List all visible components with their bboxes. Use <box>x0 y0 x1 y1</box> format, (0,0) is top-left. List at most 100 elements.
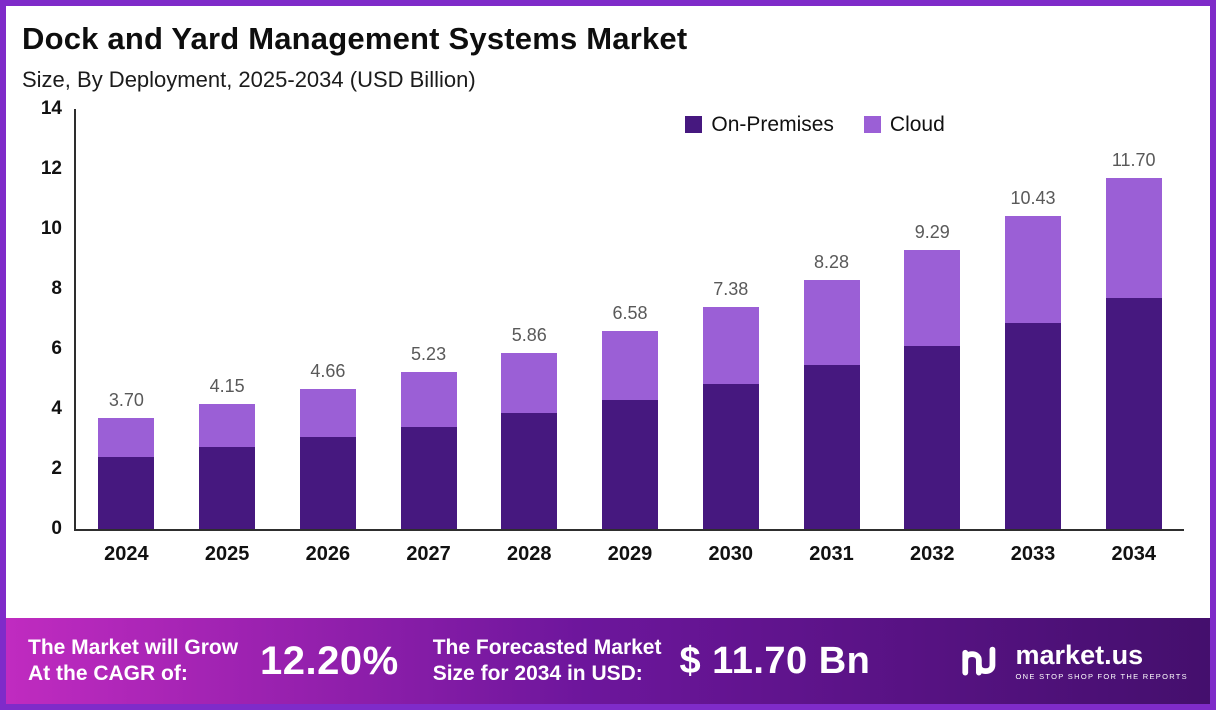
x-axis: 2024 2025 2026 2027 2028 2029 2030 2031 2032 2033… <box>76 531 1184 566</box>
bar-segment-on-premises <box>199 447 256 529</box>
forecast-value: $ 11.70 Bn <box>679 639 871 682</box>
bar-value-label: 10.43 <box>1010 187 1056 208</box>
y-axis-tick-label: 10 <box>40 217 62 239</box>
bar-segment-cloud <box>602 331 659 401</box>
bar-value-label: 5.23 <box>411 343 447 364</box>
cagr-label-line2: At the CAGR of: <box>28 662 188 685</box>
market-us-logo-icon <box>959 640 1005 683</box>
bar-stack <box>1105 177 1162 529</box>
bar-stack <box>98 417 155 529</box>
y-axis-tick-label: 14 <box>40 97 62 119</box>
bar-segment-on-premises <box>1004 322 1061 529</box>
brand-name: market.us <box>1015 639 1144 670</box>
bar-column-2033: 10.43 <box>983 188 1084 529</box>
legend-label: Cloud <box>889 112 945 136</box>
bar-segment-on-premises <box>904 346 961 529</box>
bar-column-2029: 6.58 <box>580 303 681 529</box>
bar-stack <box>199 404 256 529</box>
bar-segment-on-premises <box>702 384 759 529</box>
forecast-label-line1: The Forecasted Market <box>432 636 662 660</box>
y-axis-tick-label: 12 <box>40 157 62 179</box>
x-axis-label: 2026 <box>305 542 351 565</box>
forecast-label: The Forecasted Market Size for 2034 in U… <box>433 635 662 686</box>
bar-stack <box>702 307 759 529</box>
bar-stack <box>501 352 558 529</box>
bar-segment-on-premises <box>602 400 659 529</box>
brand-text: market.us ONE STOP SHOP FOR THE REPORTS <box>1015 639 1188 681</box>
bar-segment-on-premises <box>803 365 860 529</box>
legend-item: Cloud <box>863 112 945 137</box>
bar-stack <box>602 331 659 529</box>
bar-stack <box>400 371 457 529</box>
x-axis-label: 2024 <box>104 542 149 565</box>
bar-column-2030: 7.38 <box>680 279 781 529</box>
y-axis-tick-label: 8 <box>51 277 62 299</box>
bar-value-label: 11.70 <box>1111 149 1156 170</box>
x-axis-label: 2031 <box>809 542 854 565</box>
bars-container: 3.70 4.15 4.66 5.23 5.86 6.58 7.38 8.28 9.29 10.4… <box>76 109 1184 529</box>
bar-segment-cloud <box>98 417 155 457</box>
cagr-label-line1: The Market will Grow <box>28 636 239 660</box>
bar-segment-cloud <box>199 404 256 448</box>
y-axis-tick-label: 4 <box>51 397 62 419</box>
x-axis-label: 2028 <box>507 542 552 565</box>
forecast-label-line2: Size for 2034 in USD: <box>432 662 643 685</box>
bar-value-label: 4.66 <box>310 360 346 381</box>
bar-segment-on-premises <box>299 437 356 529</box>
cagr-label: The Market will Grow At the CAGR of: <box>28 635 238 686</box>
stacked-bar-chart: 0 2 4 6 8 10 12 14 On-Premises Cloud 3.70 4.15 4.6… <box>16 98 1184 539</box>
x-axis-label: 2029 <box>607 542 653 565</box>
cagr-value: 12.20% <box>260 638 399 683</box>
chart-legend: On-Premises Cloud <box>685 112 945 137</box>
legend-swatch <box>863 116 881 134</box>
bar-segment-cloud <box>1105 177 1162 299</box>
y-axis: 0 2 4 6 8 10 12 14 <box>16 98 74 539</box>
x-axis-label: 2030 <box>708 542 754 565</box>
page-title: Dock and Yard Management Systems Market <box>22 21 688 56</box>
bar-value-label: 9.29 <box>914 222 950 243</box>
legend-label: On-Premises <box>711 112 834 136</box>
x-axis-label: 2033 <box>1010 542 1056 565</box>
bar-segment-cloud <box>803 280 860 366</box>
bar-stack <box>803 280 860 529</box>
bar-value-label: 5.86 <box>511 324 547 345</box>
plot-area: On-Premises Cloud 3.70 4.15 4.66 5.23 5.86 6.5… <box>74 108 1184 531</box>
x-axis-label: 2025 <box>204 542 250 565</box>
bar-value-label: 8.28 <box>813 252 850 273</box>
bar-segment-cloud <box>904 250 961 347</box>
y-axis-tick-label: 6 <box>51 337 62 359</box>
y-axis-tick-label: 0 <box>51 517 62 539</box>
bar-column-2034: 11.70 <box>1083 150 1184 529</box>
x-axis-label: 2032 <box>909 542 955 565</box>
bar-stack <box>299 388 356 529</box>
legend-item: On-Premises <box>685 113 834 137</box>
x-axis-label: 2027 <box>406 542 451 565</box>
bar-stack <box>904 250 961 529</box>
bar-segment-cloud <box>1004 215 1061 323</box>
header: Dock and Yard Management Systems Market … <box>6 6 1210 93</box>
bar-segment-on-premises <box>98 456 155 529</box>
bar-segment-on-premises <box>1105 298 1162 529</box>
bar-segment-on-premises <box>400 426 457 529</box>
legend-swatch <box>685 116 703 134</box>
bar-segment-cloud <box>400 371 457 427</box>
bar-value-label: 4.15 <box>209 376 245 397</box>
bar-column-2025: 4.15 <box>177 376 278 529</box>
bar-segment-on-premises <box>501 413 558 529</box>
bar-column-2028: 5.86 <box>479 325 580 529</box>
bar-segment-cloud <box>702 307 759 385</box>
brand-tagline: ONE STOP SHOP FOR THE REPORTS <box>1015 671 1188 681</box>
bar-value-label: 6.58 <box>612 303 648 324</box>
bar-value-label: 3.70 <box>108 389 144 410</box>
bar-column-2031: 8.28 <box>781 252 882 529</box>
bar-column-2027: 5.23 <box>378 344 479 529</box>
brand-block: market.us ONE STOP SHOP FOR THE REPORTS <box>959 640 1188 683</box>
bar-segment-cloud <box>299 388 356 438</box>
bar-stack <box>1004 215 1061 529</box>
bar-column-2032: 9.29 <box>882 222 983 529</box>
chart-subtitle: Size, By Deployment, 2025-2034 (USD Bill… <box>22 66 476 92</box>
bar-column-2024: 3.70 <box>76 390 177 529</box>
bar-value-label: 7.38 <box>713 279 749 300</box>
bar-segment-cloud <box>501 352 558 414</box>
